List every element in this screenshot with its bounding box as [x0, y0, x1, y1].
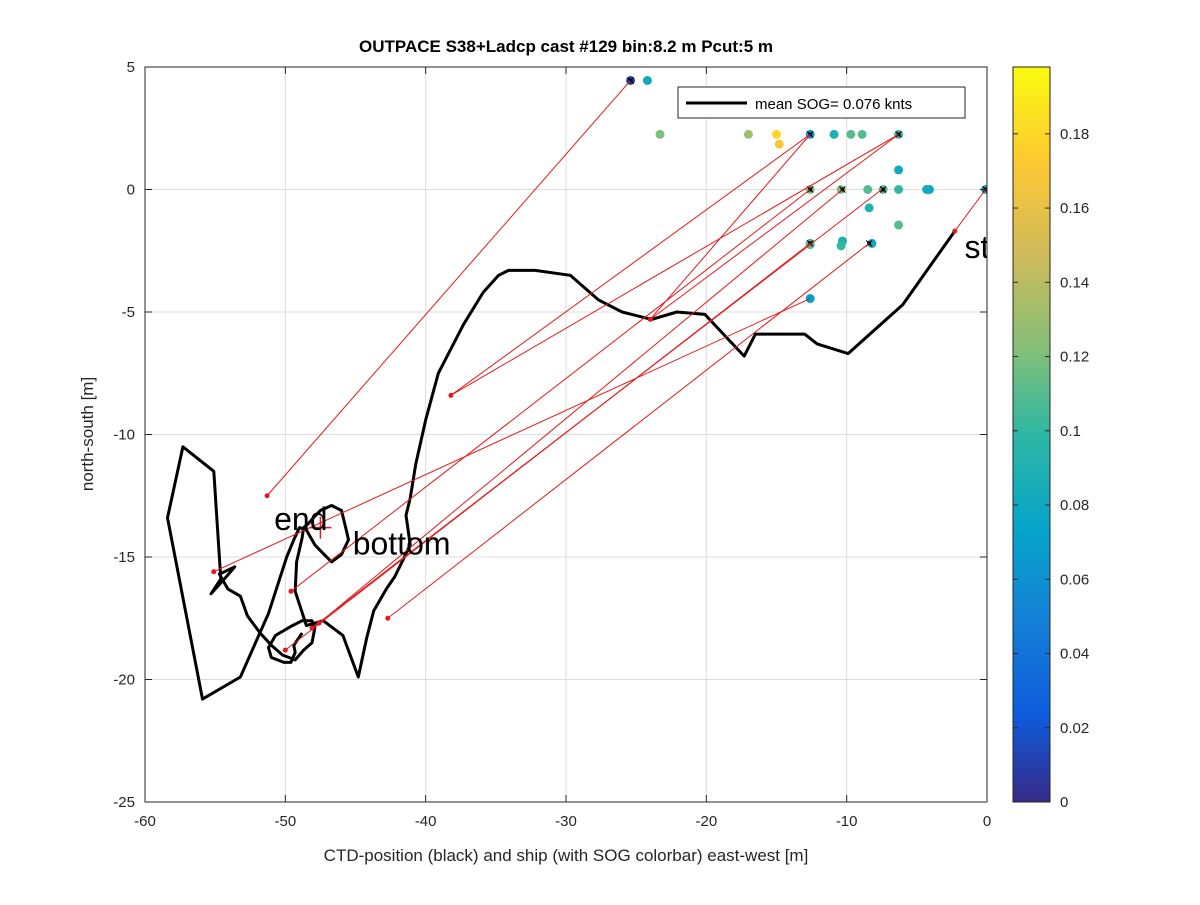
- ship-position-point: [867, 238, 877, 248]
- connector-line: [954, 189, 986, 232]
- colorbar-tick-label: 0.02: [1060, 720, 1089, 737]
- x-tick-label: -10: [836, 813, 858, 830]
- connector-line: [387, 243, 870, 619]
- y-tick-label: 0: [127, 182, 135, 199]
- connector-line: [318, 189, 843, 624]
- connector-dot: [264, 493, 270, 499]
- connector-line: [311, 189, 883, 629]
- colorbar-tick-label: 0.1: [1060, 423, 1081, 440]
- annotation-bottom: bottom: [353, 525, 451, 561]
- x-tick-label: -60: [134, 813, 156, 830]
- colorbar-tick-label: 0.06: [1060, 571, 1089, 588]
- ship-position-point: [922, 185, 932, 194]
- y-tick-label: -20: [113, 672, 135, 689]
- colorbar-tick-label: 0.18: [1060, 126, 1089, 143]
- chart-title: OUTPACE S38+Ladcp cast #129 bin:8.2 m Pc…: [359, 37, 773, 56]
- ship-position-point: [857, 129, 867, 139]
- connector-dot: [448, 392, 454, 398]
- ship-position-point: [846, 129, 856, 139]
- x-tick-label: -50: [274, 813, 296, 830]
- ship-position-point: [894, 185, 904, 194]
- connector-line: [213, 298, 811, 573]
- x-axis-label: CTD-position (black) and ship (with SOG …: [324, 846, 809, 865]
- annotation-start: start: [965, 229, 1027, 265]
- connector-line: [450, 133, 899, 396]
- ship-position-point: [642, 75, 652, 85]
- connector-dot: [647, 316, 653, 322]
- colorbar-tick-label: 0.14: [1060, 274, 1089, 291]
- connector-line: [649, 133, 899, 320]
- x-tick-label: -20: [695, 813, 717, 830]
- ship-marker-cross: [879, 186, 887, 193]
- connector-line: [290, 189, 811, 592]
- x-tick-label: -30: [555, 813, 577, 830]
- colorbar-tick-label: 0.08: [1060, 497, 1089, 514]
- connector-dot: [211, 569, 217, 575]
- connector-dot: [288, 588, 294, 594]
- plot-content: start: [166, 75, 1027, 701]
- ship-position-point: [836, 241, 846, 251]
- annotations: end bottom: [274, 501, 450, 562]
- connector-line: [266, 80, 631, 497]
- ship-position-point: [829, 129, 839, 139]
- ship-position-point: [863, 185, 873, 194]
- grid-lines: [145, 67, 987, 802]
- annotation-end: end: [274, 501, 327, 537]
- y-axis-label: north-south [m]: [78, 377, 97, 491]
- x-tick-label: -40: [415, 813, 437, 830]
- legend-entry: mean SOG= 0.076 knts: [755, 96, 912, 113]
- colorbar-tick-label: 0.04: [1060, 646, 1089, 663]
- connector-dot: [309, 625, 315, 631]
- y-tick-label: -10: [113, 427, 135, 444]
- y-tick-label: -5: [122, 304, 135, 321]
- colorbar-tick-label: 0: [1060, 794, 1068, 811]
- ship-position-point: [864, 203, 874, 213]
- connector-dot: [952, 228, 958, 234]
- connector-dot: [282, 647, 288, 653]
- legend: mean SOG= 0.076 knts: [677, 86, 966, 119]
- colorbar-tick-label: 0.12: [1060, 349, 1089, 366]
- connector-line: [649, 134, 811, 320]
- ship-position-point: [774, 139, 784, 149]
- connector-dot: [385, 615, 391, 621]
- y-tick-label: 5: [127, 59, 135, 76]
- ctd-track-line: [166, 230, 956, 701]
- colorbar-tick-label: 0.16: [1060, 200, 1089, 217]
- ship-position-point: [894, 165, 904, 175]
- connector-dot: [316, 620, 322, 626]
- axis-ticks: -60 -50 -40 -30 -20 -10 0-25-20-15-10-505: [113, 59, 991, 830]
- y-tick-label: -25: [113, 794, 135, 811]
- ship-position-point: [772, 129, 781, 139]
- colorbar: 0 0.02 0.04 0.06 0.08 0.1 0.12 0.14 0.16 0.18: [1012, 66, 1089, 811]
- ship-position-point: [743, 129, 753, 139]
- x-tick-label: 0: [983, 813, 991, 830]
- bottom-marker: [309, 516, 332, 539]
- y-tick-label: -15: [113, 549, 135, 566]
- ship-position-point: [894, 220, 904, 230]
- colorbar-gradient: [1012, 66, 1051, 803]
- colorbar-ticks: 0 0.02 0.04 0.06 0.08 0.1 0.12 0.14 0.16 0.18: [1013, 126, 1089, 811]
- ship-position-point: [655, 129, 665, 139]
- connector-line: [450, 133, 811, 396]
